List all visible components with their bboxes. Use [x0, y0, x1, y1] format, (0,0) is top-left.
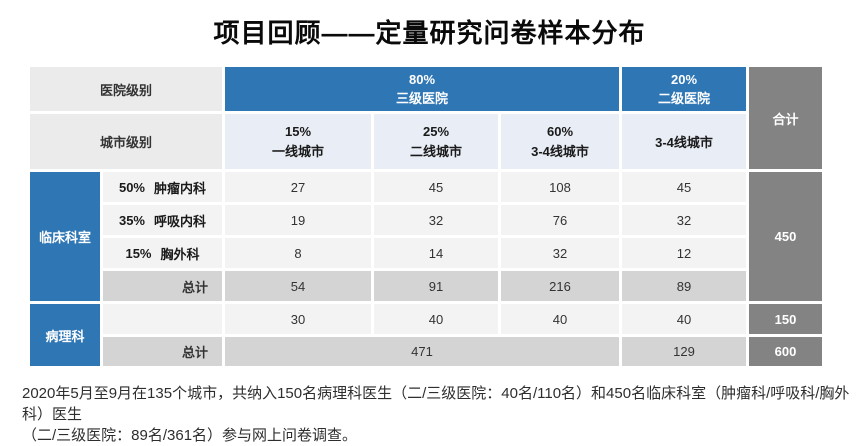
- pathology-city1-value: 30: [225, 304, 371, 334]
- thoracic-tier2-value: 12: [622, 238, 746, 268]
- grand-total-overall-value: 600: [749, 337, 822, 366]
- grand-total-label: 总计: [103, 337, 222, 366]
- pathology-tier2-value: 40: [622, 304, 746, 334]
- oncology-pct: 50%: [118, 179, 145, 195]
- city-tier2-pct: 25%: [422, 124, 450, 139]
- clinical-subtotal-label: 总计: [103, 271, 222, 301]
- thoracic-city2-value: 14: [374, 238, 498, 268]
- oncology-city2-value: 45: [374, 172, 498, 202]
- city-tier1-pct: 15%: [284, 124, 312, 139]
- clinical-total-value: 450: [749, 172, 822, 301]
- oncology-city34-value: 108: [501, 172, 619, 202]
- tier3-hospital-header: 80% 三级医院: [225, 67, 619, 111]
- respiratory-city34-value: 76: [501, 205, 619, 235]
- footnote-line-2: （二/三级医院：89名/361名）参与网上问卷调查。: [22, 427, 358, 444]
- thoracic-row-label: 15% 胸外科: [103, 238, 222, 268]
- city-tier2-name: 二线城市: [409, 143, 462, 159]
- city-tier1-name: 一线城市: [271, 143, 324, 159]
- city-tier34-secondary-name: 3-4线城市: [655, 135, 713, 150]
- respiratory-row-label: 35% 呼吸内科: [103, 205, 222, 235]
- thoracic-city34-value: 32: [501, 238, 619, 268]
- pathology-city2-value: 40: [374, 304, 498, 334]
- tier2-hospital-pct: 20%: [670, 71, 698, 87]
- clinical-subtotal-city2: 91: [374, 271, 498, 301]
- city-tier34-secondary-header: 3-4线城市: [622, 114, 746, 169]
- page-title: 项目回顾——定量研究问卷样本分布: [213, 18, 646, 48]
- clinical-subtotal-tier2: 89: [622, 271, 746, 301]
- pathology-total-value: 150: [749, 304, 822, 334]
- clinical-dept-group-label: 临床科室: [30, 172, 100, 301]
- pathology-group-label: 病理科: [30, 304, 100, 366]
- thoracic-city1-value: 8: [225, 238, 371, 268]
- city-tier34-name: 3-4线城市: [531, 143, 589, 159]
- city-tier34-pct: 60%: [546, 124, 574, 139]
- city-tier1-header: 15% 一线城市: [225, 114, 371, 169]
- clinical-subtotal-city34: 216: [501, 271, 619, 301]
- respiratory-pct: 35%: [118, 212, 145, 228]
- footnote: 2020年5月至9月在135个城市，共纳入150名病理科医生（二/三级医院：40…: [22, 383, 850, 446]
- clinical-subtotal-city1: 54: [225, 271, 371, 301]
- oncology-tier2-value: 45: [622, 172, 746, 202]
- oncology-row-label: 50% 肿瘤内科: [103, 172, 222, 202]
- oncology-name: 肿瘤内科: [154, 180, 207, 196]
- hospital-level-label: 医院级别: [30, 67, 222, 111]
- respiratory-city2-value: 32: [374, 205, 498, 235]
- sample-distribution-table: 医院级别 80% 三级医院 20% 二级医院 合计 城市级别 15% 一线城市 …: [30, 67, 822, 366]
- pathology-city34-value: 40: [501, 304, 619, 334]
- tier2-hospital-header: 20% 二级医院: [622, 67, 746, 111]
- grand-total-tier3-value: 471: [225, 337, 619, 366]
- tier2-hospital-name: 二级医院: [657, 91, 710, 106]
- grand-total-tier2-value: 129: [622, 337, 746, 366]
- respiratory-city1-value: 19: [225, 205, 371, 235]
- footnote-line-1: 2020年5月至9月在135个城市，共纳入150名病理科医生（二/三级医院：40…: [22, 385, 850, 423]
- city-tier34-header: 60% 3-4线城市: [501, 114, 619, 169]
- city-level-label: 城市级别: [30, 114, 222, 169]
- pathology-empty-cell: [103, 304, 222, 334]
- tier3-hospital-pct: 80%: [408, 71, 436, 87]
- total-column-header: 合计: [749, 67, 822, 169]
- respiratory-name: 呼吸内科: [154, 213, 207, 229]
- city-tier2-header: 25% 二线城市: [374, 114, 498, 169]
- oncology-city1-value: 27: [225, 172, 371, 202]
- tier3-hospital-name: 三级医院: [395, 91, 448, 106]
- thoracic-name: 胸外科: [160, 246, 200, 262]
- respiratory-tier2-value: 32: [622, 205, 746, 235]
- thoracic-pct: 15%: [125, 245, 152, 261]
